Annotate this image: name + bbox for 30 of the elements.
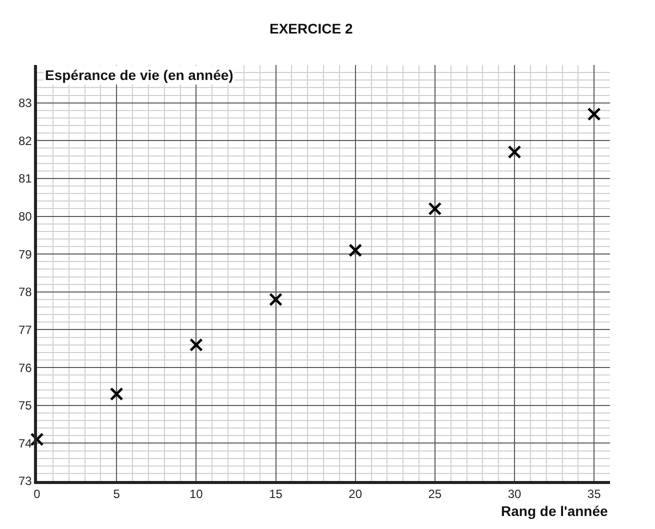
y-tick-label: 75 <box>18 398 32 413</box>
x-tick-label: 0 <box>34 487 41 502</box>
y-tick-label: 82 <box>18 134 32 148</box>
y-tick-label: 74 <box>18 436 32 450</box>
chart-title: EXERCICE 2 <box>270 20 353 37</box>
point <box>508 145 522 159</box>
y-tick-label: 79 <box>18 247 32 262</box>
y-tick-label: 80 <box>18 209 32 224</box>
point <box>587 107 601 121</box>
point <box>30 432 44 446</box>
point <box>428 202 442 216</box>
x-tick-label: 25 <box>428 487 442 502</box>
point <box>269 292 282 306</box>
y-tick-label: 73 <box>18 474 32 488</box>
point <box>189 338 203 352</box>
y-tick-label: 77 <box>18 322 32 337</box>
y-tick-label: 81 <box>18 172 32 186</box>
y-tick-label: 83 <box>18 96 32 110</box>
x-axis-title: Rang de l'année <box>501 503 608 519</box>
y-axis-title: Espérance de vie (en année) <box>45 67 234 83</box>
point <box>110 387 124 401</box>
x-tick-label: 10 <box>189 487 204 502</box>
point <box>348 244 362 258</box>
y-tick-label: 76 <box>18 360 32 375</box>
x-tick-label: 35 <box>587 487 602 502</box>
x-tick-label: 30 <box>508 487 522 502</box>
x-tick-label: 5 <box>113 487 120 502</box>
x-tick-label: 20 <box>348 487 362 502</box>
x-tick-label: 15 <box>269 487 283 502</box>
y-tick-label: 78 <box>18 285 32 300</box>
